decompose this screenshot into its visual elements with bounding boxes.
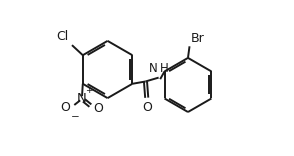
- Text: Br: Br: [190, 32, 204, 45]
- Text: O: O: [60, 101, 70, 114]
- Text: O: O: [93, 102, 103, 115]
- Text: +: +: [86, 86, 93, 95]
- Text: N: N: [77, 92, 87, 105]
- Text: H: H: [159, 62, 168, 75]
- Text: O: O: [142, 101, 152, 114]
- Text: Cl: Cl: [56, 30, 69, 43]
- Text: −: −: [71, 112, 80, 122]
- Text: N: N: [149, 62, 158, 75]
